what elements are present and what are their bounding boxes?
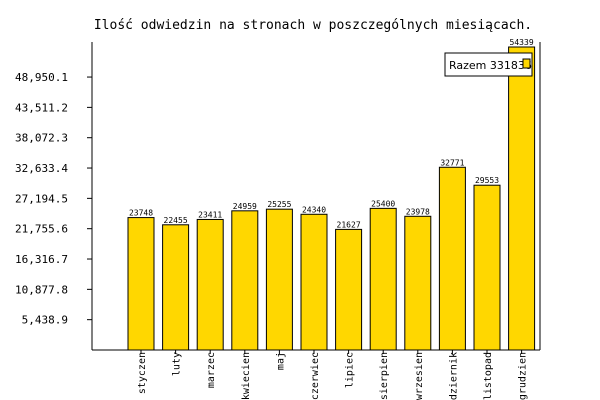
x-tick-label: marzec — [206, 352, 217, 388]
x-axis-ticks: styczen luty marzec kwiecien maj czerwiec lipi… — [137, 350, 529, 400]
bar — [369, 207, 397, 351]
bar-value-label: 24959 — [233, 202, 257, 211]
bar-value-label: 32771 — [440, 158, 464, 167]
y-tick-label: 32,633.4 — [15, 162, 68, 175]
bar-value-label: 24340 — [302, 205, 326, 214]
chart-title: Ilość odwiedzin na stronach w poszczegól… — [94, 18, 532, 33]
bar-value-label: 23748 — [129, 209, 153, 218]
bar — [438, 166, 466, 351]
x-tick-label: maj — [275, 352, 286, 370]
bar-value-label: 22455 — [164, 216, 188, 225]
bar-value-label: 29553 — [475, 176, 499, 185]
axes — [91, 42, 541, 351]
bar — [335, 228, 363, 351]
x-tick-label: wrzesien — [414, 352, 425, 400]
bar — [473, 184, 501, 351]
x-tick-label: sierpien — [379, 352, 390, 400]
bar-value-label: 54339 — [510, 38, 534, 47]
bar — [162, 224, 190, 351]
x-tick-label: styczen — [137, 352, 148, 394]
data-labels: 23748 22455 23411 24959 25255 24340 21627 25400… — [129, 38, 534, 229]
y-tick-label: 27,194.5 — [15, 192, 68, 205]
legend: Razem 331836 — [444, 52, 533, 77]
x-tick-label: grudzien — [518, 352, 529, 400]
bar — [508, 46, 536, 351]
bar-value-label: 25255 — [267, 200, 291, 209]
x-tick-label: kwiecien — [241, 352, 252, 400]
legend-box — [444, 52, 533, 77]
y-tick-label: 48,950.1 — [15, 71, 68, 84]
y-axis-ticks: 5,438.9 10,877.8 16,316.7 21,755.6 27,194.5 3… — [15, 71, 92, 327]
legend-label: Razem 331836 — [449, 59, 532, 72]
x-tick-label: pazdziernik — [448, 352, 459, 400]
bar — [300, 213, 328, 351]
bar-value-label: 21627 — [337, 220, 361, 229]
y-tick-label: 16,316.7 — [15, 253, 68, 266]
bar — [231, 210, 259, 351]
bars — [127, 46, 536, 351]
bar — [265, 208, 293, 351]
legend-swatch — [522, 58, 531, 69]
y-tick-label: 10,877.8 — [15, 283, 68, 296]
x-tick-label: czerwiec — [310, 352, 321, 400]
bar — [404, 215, 432, 351]
bar-value-label: 23978 — [406, 207, 430, 216]
x-tick-label: lipiec — [345, 352, 356, 388]
x-tick-label: luty — [172, 352, 183, 376]
bar-value-label: 25400 — [371, 199, 395, 208]
y-tick-label: 5,438.9 — [22, 314, 68, 327]
y-tick-label: 43,511.2 — [15, 101, 68, 114]
y-tick-label: 38,072.3 — [15, 132, 68, 145]
bar — [196, 218, 224, 351]
x-tick-label: listopad — [483, 352, 494, 400]
bar-value-label: 23411 — [198, 210, 222, 219]
bar — [127, 217, 155, 351]
y-tick-label: 21,755.6 — [15, 223, 68, 236]
